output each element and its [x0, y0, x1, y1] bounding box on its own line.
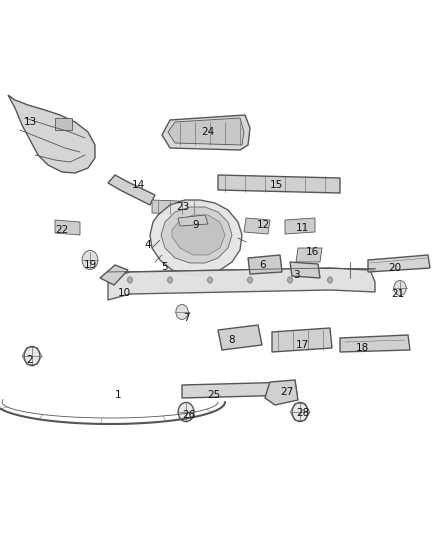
Circle shape: [127, 277, 133, 283]
Text: 10: 10: [117, 288, 131, 298]
Circle shape: [178, 402, 194, 422]
Text: 13: 13: [23, 117, 37, 127]
Text: 26: 26: [182, 410, 196, 420]
Polygon shape: [162, 115, 250, 150]
Polygon shape: [272, 328, 332, 352]
Circle shape: [207, 277, 212, 283]
Text: 28: 28: [297, 408, 310, 418]
Text: 4: 4: [145, 240, 151, 250]
Circle shape: [247, 277, 253, 283]
Polygon shape: [172, 215, 225, 255]
Polygon shape: [150, 200, 242, 275]
Polygon shape: [168, 118, 244, 145]
Text: 17: 17: [295, 340, 309, 350]
Circle shape: [327, 277, 332, 283]
Polygon shape: [218, 175, 340, 193]
Polygon shape: [244, 218, 270, 234]
Polygon shape: [296, 248, 322, 262]
Text: 3: 3: [293, 270, 299, 280]
Text: 16: 16: [305, 247, 318, 257]
Circle shape: [24, 346, 40, 366]
Circle shape: [176, 304, 188, 319]
Text: 2: 2: [27, 355, 33, 365]
Text: 1: 1: [115, 390, 121, 400]
Polygon shape: [182, 382, 297, 398]
Text: 5: 5: [162, 262, 168, 272]
Text: 12: 12: [256, 220, 270, 230]
Polygon shape: [55, 220, 80, 235]
Polygon shape: [218, 325, 262, 350]
Text: 7: 7: [183, 313, 189, 323]
Text: 14: 14: [131, 180, 145, 190]
Text: 27: 27: [280, 387, 293, 397]
Text: 9: 9: [193, 220, 199, 230]
Polygon shape: [368, 255, 430, 272]
Polygon shape: [178, 215, 208, 226]
Polygon shape: [8, 95, 95, 173]
Text: 25: 25: [207, 390, 221, 400]
Text: 22: 22: [55, 225, 69, 235]
Text: 24: 24: [201, 127, 215, 137]
Text: 21: 21: [392, 289, 405, 299]
Polygon shape: [55, 118, 72, 130]
Text: 23: 23: [177, 202, 190, 212]
Text: 20: 20: [389, 263, 402, 273]
Polygon shape: [285, 218, 315, 234]
Polygon shape: [248, 255, 282, 274]
Polygon shape: [152, 200, 205, 215]
Polygon shape: [290, 262, 320, 278]
Polygon shape: [100, 265, 128, 285]
Polygon shape: [340, 335, 410, 352]
Text: 8: 8: [229, 335, 235, 345]
Text: 11: 11: [295, 223, 309, 233]
Circle shape: [82, 251, 98, 270]
Text: 19: 19: [83, 260, 97, 270]
Circle shape: [292, 402, 308, 422]
Circle shape: [167, 277, 173, 283]
Text: 6: 6: [260, 260, 266, 270]
Polygon shape: [108, 175, 155, 205]
Text: 15: 15: [269, 180, 283, 190]
Polygon shape: [265, 380, 298, 405]
Text: 18: 18: [355, 343, 369, 353]
Polygon shape: [161, 207, 232, 263]
Circle shape: [394, 280, 406, 295]
Polygon shape: [108, 268, 375, 300]
Circle shape: [287, 277, 293, 283]
